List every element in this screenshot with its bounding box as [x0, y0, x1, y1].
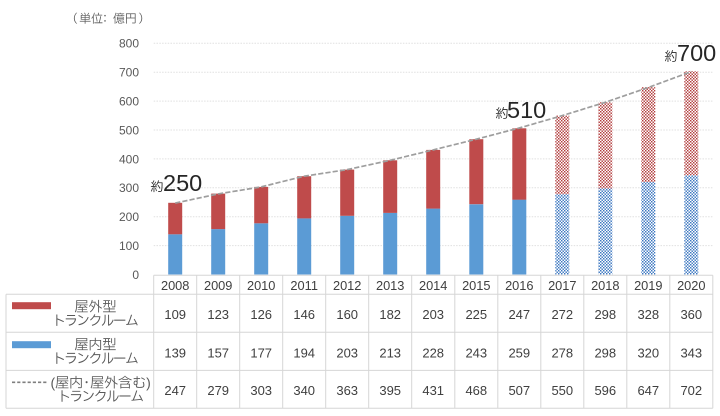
svg-text:507: 507 [508, 383, 530, 398]
svg-text:278: 278 [551, 345, 573, 360]
svg-text:203: 203 [422, 307, 444, 322]
svg-text:800: 800 [119, 37, 139, 51]
svg-text:2018: 2018 [591, 278, 619, 293]
svg-text:194: 194 [293, 345, 315, 360]
svg-text:2019: 2019 [634, 278, 662, 293]
svg-text:300: 300 [119, 181, 139, 195]
svg-text:2009: 2009 [204, 278, 232, 293]
svg-text:2017: 2017 [548, 278, 576, 293]
svg-text:2008: 2008 [161, 278, 189, 293]
svg-text:298: 298 [594, 345, 616, 360]
svg-text:298: 298 [594, 307, 616, 322]
svg-text:279: 279 [207, 383, 229, 398]
svg-text:400: 400 [119, 152, 139, 166]
svg-text:395: 395 [379, 383, 401, 398]
svg-text:200: 200 [119, 210, 139, 224]
svg-text:2013: 2013 [376, 278, 404, 293]
svg-text:550: 550 [551, 383, 573, 398]
svg-text:700: 700 [677, 40, 716, 66]
svg-text:320: 320 [637, 345, 659, 360]
svg-text:247: 247 [508, 307, 530, 322]
svg-text:225: 225 [465, 307, 487, 322]
svg-text:343: 343 [680, 345, 702, 360]
svg-text:510: 510 [507, 97, 546, 123]
svg-text:2011: 2011 [290, 278, 318, 293]
svg-text:177: 177 [250, 345, 272, 360]
svg-text:109: 109 [164, 307, 186, 322]
svg-text:340: 340 [293, 383, 315, 398]
svg-text:(: ( [50, 375, 55, 391]
svg-text:247: 247 [164, 383, 186, 398]
svg-text:431: 431 [422, 383, 444, 398]
svg-text:213: 213 [379, 345, 401, 360]
svg-text:): ) [146, 375, 151, 391]
svg-text:600: 600 [119, 95, 139, 109]
svg-text:126: 126 [250, 307, 272, 322]
svg-text:363: 363 [336, 383, 358, 398]
svg-text:157: 157 [207, 345, 229, 360]
svg-text:2010: 2010 [247, 278, 275, 293]
svg-text:2016: 2016 [505, 278, 533, 293]
svg-text:146: 146 [293, 307, 315, 322]
svg-text:228: 228 [422, 345, 444, 360]
svg-text:203: 203 [336, 345, 358, 360]
svg-text:360: 360 [680, 307, 702, 322]
svg-text:139: 139 [164, 345, 186, 360]
svg-text:182: 182 [379, 307, 401, 322]
svg-text:160: 160 [336, 307, 358, 322]
svg-text:647: 647 [637, 383, 659, 398]
svg-text:2014: 2014 [419, 278, 447, 293]
svg-text:123: 123 [207, 307, 229, 322]
svg-text:272: 272 [551, 307, 573, 322]
svg-text:2020: 2020 [677, 278, 705, 293]
svg-text:243: 243 [465, 345, 487, 360]
svg-text:328: 328 [637, 307, 659, 322]
svg-text:596: 596 [594, 383, 616, 398]
svg-text:2015: 2015 [462, 278, 490, 293]
svg-text:303: 303 [250, 383, 272, 398]
svg-text:2012: 2012 [333, 278, 361, 293]
svg-text:700: 700 [119, 66, 139, 80]
svg-text:0: 0 [132, 268, 139, 282]
svg-text:468: 468 [465, 383, 487, 398]
svg-text:500: 500 [119, 123, 139, 137]
svg-text:259: 259 [508, 345, 530, 360]
svg-text:100: 100 [119, 239, 139, 253]
svg-text:702: 702 [680, 383, 702, 398]
svg-text:250: 250 [163, 170, 202, 196]
